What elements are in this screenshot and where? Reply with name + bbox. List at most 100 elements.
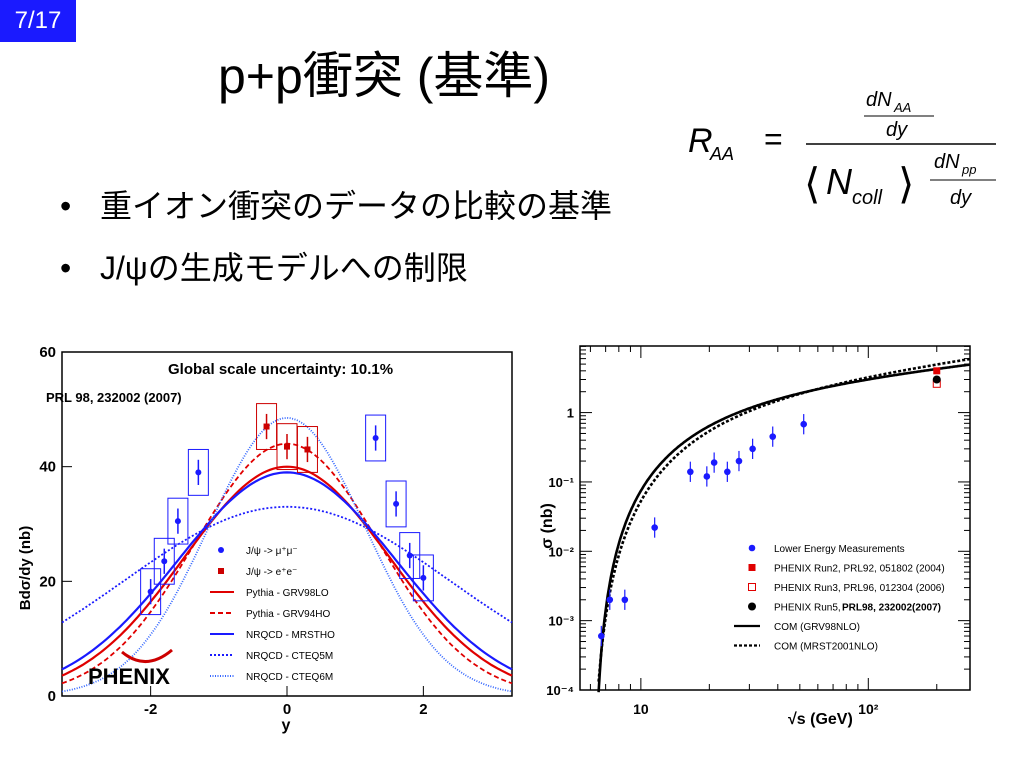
legend-label: NRQCD - MRSTHO [246, 630, 335, 641]
formula-den-symbol: N [826, 161, 853, 202]
data-point [703, 473, 711, 480]
curve-line [61, 471, 513, 671]
data-point [420, 574, 427, 581]
formula-num-top: dN [866, 89, 892, 111]
legend-label: Pythia - GRV94HO [246, 609, 331, 620]
x-tick-label: 2 [419, 701, 427, 718]
legend-label: Pythia - GRV98LO [246, 588, 329, 599]
y-tick-label: 10⁻⁴ [546, 683, 574, 698]
formula-right-bracket: ⟩ [898, 160, 914, 207]
curve-line [61, 442, 513, 685]
phenix-logo: PHENIX [88, 648, 173, 689]
legend-label: PHENIX Run5, [774, 603, 841, 614]
curve-line [61, 465, 513, 677]
data-point [606, 596, 614, 604]
plot2-ylabel: σ (nb) [539, 503, 556, 549]
legend-label-suffix: PRL98, 232002(2007) [842, 603, 941, 614]
formula-equals: = [764, 121, 783, 157]
curve-line [61, 416, 513, 693]
data-point [284, 443, 290, 450]
data-point [304, 446, 311, 453]
data-point [174, 518, 181, 525]
data-point [372, 435, 379, 441]
legend-label: J/ψ -> e⁺e⁻ [246, 567, 297, 578]
formula-den-frac-bottom: dy [950, 187, 972, 209]
data-point [800, 420, 808, 428]
data-point [161, 558, 168, 565]
x-tick-label: -2 [144, 701, 157, 718]
formula-lhs: R [688, 122, 713, 160]
data-point [598, 632, 605, 640]
formula-den-sub: coll [852, 187, 883, 209]
formula-num-top-sub: AA [893, 100, 911, 115]
formula-den-frac-top: dN [934, 151, 960, 173]
formula-left-bracket: ⟨ [804, 160, 820, 207]
svg-text:PHENIX: PHENIX [88, 664, 170, 689]
formula-lhs-sub: AA [709, 144, 734, 164]
systematic-box [365, 414, 387, 462]
legend-label: COM (MRST2001NLO) [774, 642, 878, 653]
legend-label: NRQCD - CTEQ5M [246, 651, 333, 662]
legend-label: PHENIX Run2, PRL92, 051802 (2004) [774, 564, 945, 575]
data-point [651, 524, 658, 531]
legend-label: PHENIX Run3, PRL96, 012304 (2006) [774, 583, 945, 594]
data-point [147, 588, 154, 595]
data-point [195, 469, 202, 476]
plot1-xlabel: y [282, 717, 291, 734]
bullet-list: • 重イオン衝突のデータの比較の基準 • J/ψの生成モデルへの制限 [60, 186, 612, 310]
y-tick-label: 1 [567, 406, 574, 421]
legend-marker [748, 544, 756, 552]
x-tick-label: 0 [283, 701, 291, 718]
y-tick-label: 10⁻² [548, 544, 574, 559]
plot1-ylabel: Bdσ/dy (nb) [17, 526, 34, 610]
legend-marker [748, 583, 756, 591]
formula-den-frac-top-sub: pp [961, 162, 976, 177]
legend-label: J/ψ -> μ⁺μ⁻ [246, 546, 298, 557]
raa-formula: R AA = dN AA dy ⟨ N coll ⟩ dN pp dy [688, 89, 996, 209]
legend-marker [748, 602, 756, 611]
bullet-item: • 重イオン衝突のデータの比較の基準 [60, 188, 613, 224]
plot2-xlabel: √s (GeV) [788, 711, 853, 728]
data-point [724, 468, 731, 476]
legend-marker [218, 568, 224, 574]
plot2-frame [579, 345, 971, 691]
legend-marker [748, 564, 756, 571]
systematic-box [187, 448, 209, 496]
systematic-box [412, 554, 434, 602]
cross-section-plot: 10 10² 10⁻⁴ 10⁻³ 10⁻² 10⁻¹ 1 σ (nb) √s (GeV) L… [539, 345, 971, 728]
data-point [621, 596, 629, 604]
y-tick-label: 0 [48, 688, 56, 705]
data-point [932, 375, 941, 384]
x-tick-label: 10 [633, 701, 649, 717]
systematic-box [167, 497, 189, 545]
plot1-title: Global scale uncertainty: 10.1% [168, 361, 393, 378]
slide-title: p+p衝突 (基準) [218, 48, 551, 104]
legend-marker [218, 547, 224, 553]
plot1-reference: PRL 98, 232002 (2007) [46, 390, 182, 405]
data-point [710, 459, 718, 466]
slide-number: 7/17 [0, 0, 76, 42]
systematic-box [153, 537, 175, 585]
y-tick-label: 20 [39, 573, 56, 590]
data-point [735, 457, 743, 465]
x-tick-label: 10² [858, 701, 879, 717]
data-point [687, 468, 694, 476]
data-point [749, 445, 756, 453]
legend-label: NRQCD - CTEQ6M [246, 672, 333, 683]
theory-curve [597, 357, 970, 682]
y-tick-label: 60 [39, 344, 56, 361]
y-tick-label: 10⁻³ [548, 614, 574, 629]
systematic-box [385, 480, 407, 528]
curve-line [61, 505, 513, 624]
bullet-item: • J/ψの生成モデルへの制限 [60, 250, 468, 286]
formula-num-bottom: dy [886, 119, 908, 141]
legend-label: Lower Energy Measurements [774, 544, 905, 555]
legend-label: COM (GRV98NLO) [774, 622, 860, 633]
data-point [769, 433, 777, 440]
data-point [263, 423, 270, 430]
y-tick-label: 10⁻¹ [548, 475, 574, 490]
data-point [406, 552, 413, 559]
data-point [393, 500, 400, 507]
systematic-box [140, 568, 162, 616]
